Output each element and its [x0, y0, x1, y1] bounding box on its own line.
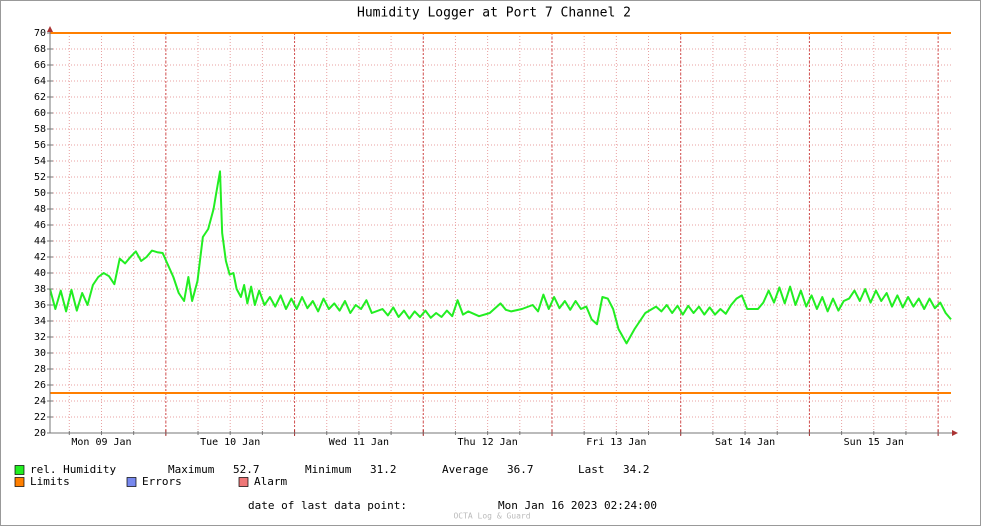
y-tick-label: 22	[34, 412, 46, 423]
legend-swatch	[126, 477, 137, 487]
y-tick-label: 70	[34, 28, 46, 39]
legend-label: rel. Humidity	[30, 463, 116, 476]
y-tick-label: 52	[34, 172, 46, 183]
stat-label: Average	[442, 463, 488, 476]
y-tick-label: 26	[34, 380, 46, 391]
y-tick-label: 46	[34, 220, 46, 231]
x-arrow	[952, 430, 958, 436]
x-tick-label: Tue 10 Jan	[200, 437, 260, 448]
stat-value: 34.2	[623, 463, 650, 476]
y-tick-label: 62	[34, 92, 46, 103]
legend-swatch	[14, 477, 25, 487]
y-tick-label: 24	[34, 396, 46, 407]
y-tick-label: 54	[34, 156, 46, 167]
y-tick-label: 56	[34, 140, 46, 151]
y-tick-label: 50	[34, 188, 46, 199]
y-tick-label: 42	[34, 252, 46, 263]
y-tick-label: 44	[34, 236, 46, 247]
y-tick-label: 38	[34, 284, 46, 295]
y-tick-label: 36	[34, 300, 46, 311]
stat-label: Last	[578, 463, 605, 476]
stat-value: 52.7	[233, 463, 260, 476]
y-tick-label: 34	[34, 316, 46, 327]
y-tick-label: 68	[34, 44, 46, 55]
y-tick-label: 58	[34, 124, 46, 135]
y-tick-label: 30	[34, 348, 46, 359]
stat-value: 31.2	[370, 463, 397, 476]
stat-label: Maximum	[168, 463, 215, 476]
marks	[49, 32, 952, 394]
y-arrow	[47, 26, 53, 32]
y-tick-label: 48	[34, 204, 46, 215]
legend: rel. Humidity Maximum 52.7 Minimum 31.2 Avera…	[14, 463, 650, 488]
y-tick-label: 32	[34, 332, 46, 343]
chart-title: Humidity Logger at Port 7 Channel 2	[357, 6, 631, 21]
legend-swatch	[238, 477, 249, 487]
footer-label: date of last data point:	[248, 499, 407, 512]
x-tick-label: Fri 13 Jan	[586, 437, 646, 448]
legend-swatch	[14, 465, 25, 475]
x-tick-label: Mon 09 Jan	[71, 437, 131, 448]
plot-area	[50, 33, 951, 433]
stat-label: Minimum	[305, 463, 352, 476]
watermark: OCTA Log & Guard	[453, 512, 530, 521]
stat-value: 36.7	[507, 463, 534, 476]
y-tick-label: 20	[34, 428, 46, 439]
y-tick-label: 64	[34, 76, 46, 87]
y-tick-label: 60	[34, 108, 46, 119]
y-tick-label: 40	[34, 268, 46, 279]
y-tick-label: 66	[34, 60, 46, 71]
x-tick-label: Sun 15 Jan	[844, 437, 904, 448]
axes	[47, 26, 958, 436]
y-tick-label: 28	[34, 364, 46, 375]
x-tick-label: Wed 11 Jan	[329, 437, 389, 448]
x-tick-label: Thu 12 Jan	[458, 437, 518, 448]
legend-label: Errors	[142, 475, 182, 488]
legend-label: Alarm	[254, 475, 287, 488]
series-line	[49, 170, 952, 345]
footer-value: Mon Jan 16 2023 02:24:00	[498, 499, 657, 512]
legend-label: Limits	[30, 475, 70, 488]
x-tick-label: Sat 14 Jan	[715, 437, 775, 448]
